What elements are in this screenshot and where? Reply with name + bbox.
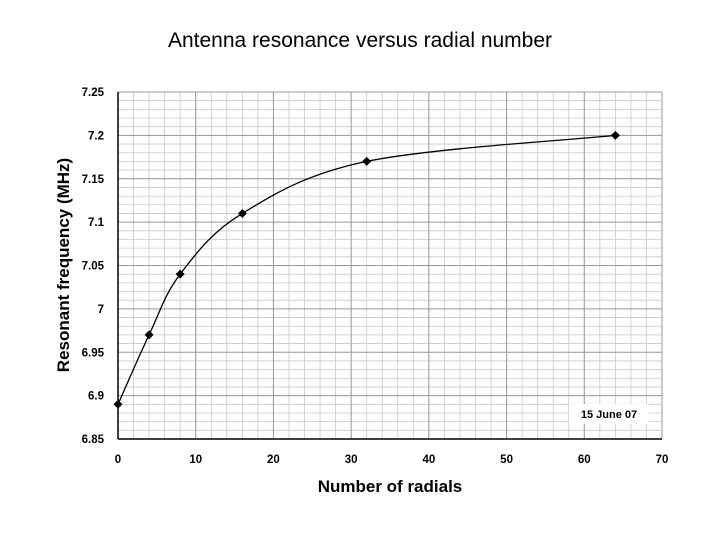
x-tick-label: 0	[115, 454, 121, 466]
y-tick-label: 6.95	[82, 347, 105, 359]
y-tick-label: 7.15	[82, 174, 105, 186]
y-tick-label: 6.85	[82, 434, 105, 446]
x-tick-label: 50	[500, 454, 513, 466]
y-tick-label: 7.2	[88, 130, 104, 142]
x-tick-label: 30	[345, 454, 358, 466]
y-axis-title: Resonant frequency (MHz)	[54, 158, 73, 372]
chart-title: Antenna resonance versus radial number	[167, 29, 553, 52]
x-tick-label: 20	[267, 454, 280, 466]
annotation-box	[569, 404, 649, 424]
data-point-marker	[610, 130, 620, 140]
data-point-marker	[362, 156, 372, 166]
x-tick-label: 10	[189, 454, 202, 466]
y-tick-label: 7	[98, 304, 104, 316]
annotation-text: 15 June 07	[581, 409, 637, 421]
data-point-marker	[175, 269, 185, 279]
y-tick-label: 6.9	[88, 391, 104, 403]
y-tick-label: 7.25	[82, 87, 105, 99]
x-tick-label: 40	[422, 454, 435, 466]
y-tick-label: 7.1	[88, 217, 105, 229]
data-point-marker	[113, 399, 123, 409]
date-annotation: 15 June 07	[569, 404, 649, 424]
x-axis-title: Number of radials	[318, 477, 463, 496]
x-tick-labels: 0 10 20 30 40 50 60 70	[115, 454, 669, 466]
x-tick-label: 70	[656, 454, 669, 466]
data-point-marker	[237, 208, 247, 218]
data-point-marker	[144, 330, 154, 340]
data-markers	[113, 130, 620, 409]
y-tick-label: 7.05	[82, 261, 105, 273]
y-tick-labels: 6.85 6.9 6.95 7 7.05 7.1 7.15 7.2 7.25	[82, 87, 105, 446]
x-tick-label: 60	[578, 454, 591, 466]
